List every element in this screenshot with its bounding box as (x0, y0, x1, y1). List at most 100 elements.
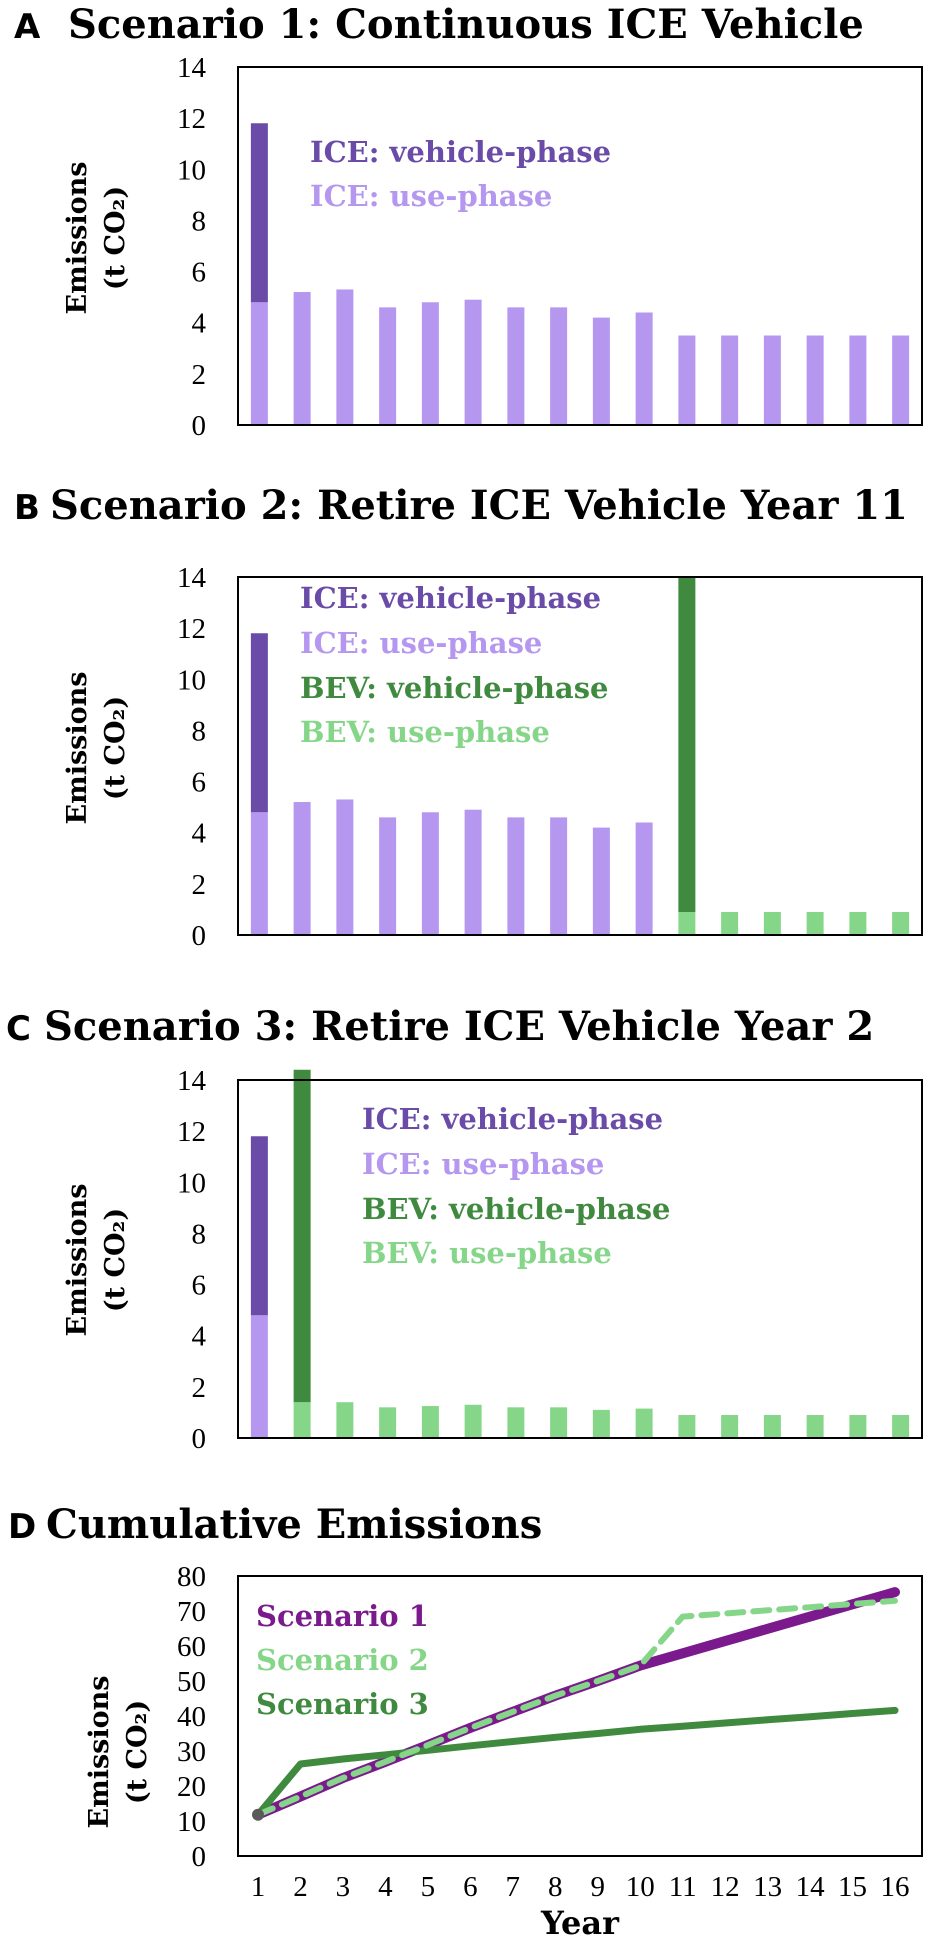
panel-b-plot-frame (237, 576, 923, 936)
panel-c-y-tick-6: 12 (177, 1116, 206, 1148)
panel-d-x-ticks: 1 2 3 4 5 6 7 8 9 10 11 12 13 14 15 16 (251, 1871, 910, 1903)
panel-b-bar-1-ice_use (250, 812, 268, 935)
panel-d-legend-scenario-3: Scenario 3 (256, 1687, 429, 1721)
panel-c-bar-12-bev_use (721, 1414, 739, 1438)
panel-c: C Scenario 3: Retire ICE Vehicle Year 2 … (6, 1003, 923, 1455)
panel-d-y-tick-7: 70 (177, 1596, 206, 1628)
panel-d-x-tick-15: 16 (881, 1871, 910, 1903)
panel-d-x-tick-10: 11 (669, 1871, 697, 1903)
panel-d-x-tick-7: 8 (548, 1871, 563, 1903)
panel-a-y-tick-6: 12 (177, 103, 206, 135)
panel-b-bars (250, 577, 910, 935)
panel-a-bar-1-ice_vehicle (250, 123, 268, 303)
panel-d-x-tick-1: 2 (293, 1871, 308, 1903)
panel-c-bar-16-bev_use (892, 1414, 910, 1438)
panel-b-bar-13-bev_use (763, 911, 781, 935)
panel-d-xlabel: Year (540, 1904, 620, 1942)
panel-d: D Cumulative Emissions Emissions (t CO₂)… (8, 1501, 923, 1942)
panel-c-y-tick-2: 4 (192, 1321, 207, 1353)
panel-d-x-tick-13: 14 (796, 1871, 826, 1903)
panel-b-bar-14-bev_use (806, 911, 824, 935)
panel-c-bar-2-bev_vehicle (293, 1069, 311, 1403)
panel-d-x-tick-14: 15 (838, 1871, 867, 1903)
panel-a-bar-14-ice_use (806, 335, 824, 425)
panel-d-letter: D (8, 1507, 36, 1547)
panel-c-legend-bev-vehicle: BEV: vehicle-phase (362, 1192, 671, 1226)
panel-a-bar-12-ice_use (721, 335, 739, 425)
panel-d-ylabel-unit: (t CO₂) (122, 1700, 153, 1804)
panel-d-legend-scenario-1: Scenario 1 (256, 1599, 429, 1633)
panel-a-y-tick-5: 10 (177, 154, 206, 186)
panel-a-legend-ice-use: ICE: use-phase (310, 179, 552, 213)
panel-d-y-tick-8: 80 (177, 1561, 206, 1593)
panel-c-y-tick-4: 8 (192, 1218, 207, 1250)
panel-c-bar-4-bev_use (379, 1407, 397, 1438)
panel-c-title: Scenario 3: Retire ICE Vehicle Year 2 (44, 1003, 874, 1050)
panel-b-y-ticks: 0 2 4 6 8 10 12 14 (177, 562, 207, 952)
panel-a-y-tick-3: 6 (192, 257, 207, 289)
panel-b-ylabel: Emissions (62, 672, 93, 825)
panel-c-ylabel: Emissions (62, 1184, 93, 1337)
panel-a-bar-13-ice_use (763, 335, 781, 425)
panel-d-start-point (252, 1808, 264, 1821)
panel-a-bar-16-ice_use (892, 335, 910, 425)
panel-d-x-tick-12: 13 (753, 1871, 782, 1903)
panel-b-bar-15-bev_use (849, 911, 867, 935)
panel-b-y-tick-6: 12 (177, 613, 206, 645)
panel-a-legend: ICE: vehicle-phase ICE: use-phase (310, 135, 611, 213)
panel-a-bar-7-ice_use (507, 307, 525, 425)
panel-b-bar-1-ice_vehicle (250, 633, 268, 813)
panel-d-ylabel: Emissions (84, 1676, 115, 1829)
panel-b-bar-11-bev_vehicle (678, 577, 696, 912)
panel-a-bars (250, 123, 910, 425)
panel-c-bar-14-bev_use (806, 1414, 824, 1438)
panel-a-bar-9-ice_use (592, 317, 610, 425)
panel-a-ylabel-unit: (t CO₂) (100, 186, 131, 290)
panel-c-bar-5-bev_use (421, 1406, 439, 1438)
panel-d-legend: Scenario 1 Scenario 2 Scenario 3 (256, 1599, 429, 1721)
panel-d-x-tick-6: 7 (506, 1871, 521, 1903)
panel-a-plot-frame (237, 66, 923, 426)
panel-b-bar-6-ice_use (464, 809, 482, 935)
panel-a-y-tick-0: 0 (192, 410, 207, 442)
panel-d-title: Cumulative Emissions (46, 1501, 542, 1548)
panel-b-bar-7-ice_use (507, 817, 525, 935)
panel-c-bar-9-bev_use (592, 1409, 610, 1438)
panel-d-y-tick-5: 50 (177, 1666, 206, 1698)
panel-d-y-tick-1: 10 (177, 1806, 206, 1838)
panel-d-x-tick-2: 3 (336, 1871, 351, 1903)
panel-a-bar-2-ice_use (293, 292, 311, 425)
panel-a-bar-10-ice_use (635, 312, 653, 425)
panel-a: A Scenario 1: Continuous ICE Vehicle Emi… (14, 1, 923, 442)
panel-b-legend-ice-vehicle: ICE: vehicle-phase (300, 581, 601, 615)
panel-b-y-tick-4: 8 (192, 715, 207, 747)
panel-b-legend-bev-use: BEV: use-phase (300, 715, 550, 749)
panel-c-bar-7-bev_use (507, 1407, 525, 1438)
panel-a-y-tick-1: 2 (192, 359, 207, 391)
panel-d-line-scenario-2 (255, 1597, 898, 1818)
panel-d-plot-frame (237, 1575, 923, 1857)
panel-c-y-tick-5: 10 (177, 1167, 206, 1199)
panel-b-bar-12-bev_use (721, 911, 739, 935)
panel-a-bar-4-ice_use (379, 307, 397, 425)
panel-d-x-tick-0: 1 (251, 1871, 266, 1903)
panel-b-y-tick-2: 4 (192, 818, 207, 850)
panel-c-legend-bev-use: BEV: use-phase (362, 1236, 612, 1270)
panel-c-bar-10-bev_use (635, 1408, 653, 1438)
panel-c-bar-15-bev_use (849, 1414, 867, 1438)
panel-c-ylabel-unit: (t CO₂) (100, 1208, 131, 1312)
panel-c-legend-ice-use: ICE: use-phase (362, 1147, 604, 1181)
panel-b-y-tick-1: 2 (192, 869, 207, 901)
panel-c-bar-13-bev_use (763, 1414, 781, 1438)
panel-a-bar-8-ice_use (550, 307, 568, 425)
panel-c-bar-8-bev_use (550, 1407, 568, 1438)
panel-c-letter: C (6, 1009, 31, 1049)
panel-a-ylabel: Emissions (62, 162, 93, 315)
panel-a-bar-11-ice_use (678, 335, 696, 425)
panel-c-bar-6-bev_use (464, 1404, 482, 1438)
panel-d-legend-scenario-2: Scenario 2 (256, 1643, 429, 1677)
panel-b-ylabel-unit: (t CO₂) (100, 696, 131, 800)
panel-b-legend-ice-use: ICE: use-phase (300, 626, 542, 660)
panel-d-y-tick-6: 60 (177, 1631, 206, 1663)
